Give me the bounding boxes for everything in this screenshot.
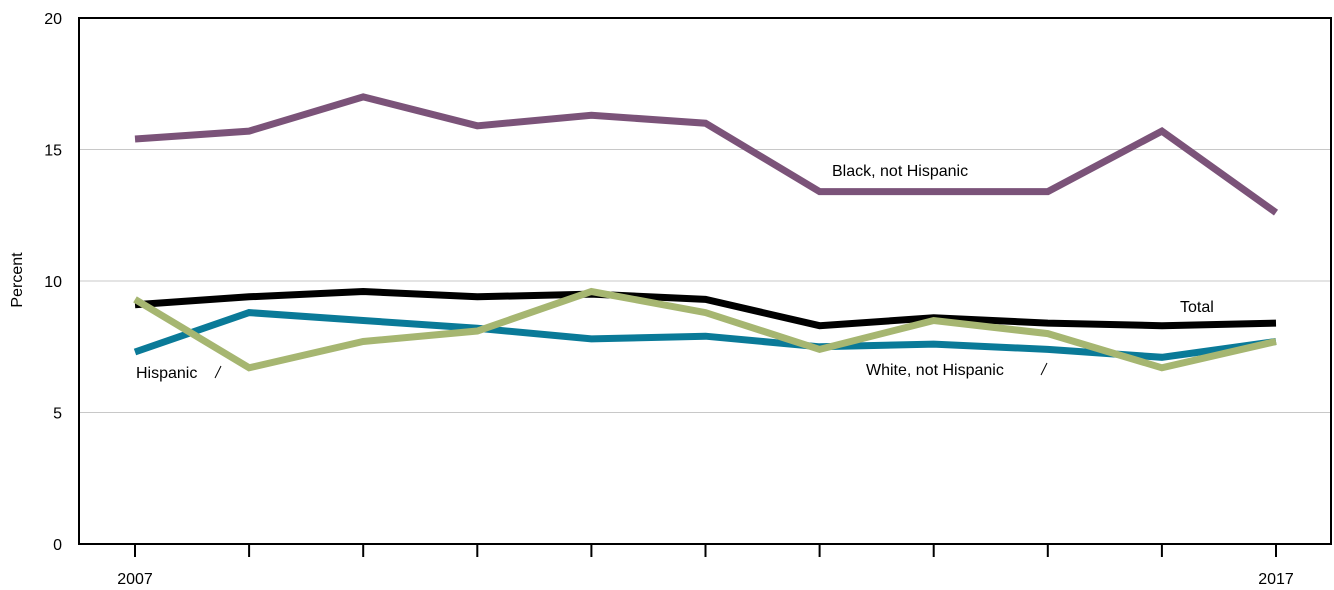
x-tick-label: 2017 (1258, 571, 1294, 588)
gridlines (79, 149, 1331, 413)
series-line-white-not-hispanic (133, 309, 1277, 361)
x-tick-label: 2007 (117, 571, 153, 588)
series-label-hispanic: Hispanic (136, 365, 197, 382)
y-axis-title: Percent (9, 252, 26, 308)
series-label-white-not-hispanic: White, not Hispanic (866, 362, 1004, 379)
y-tick-label: 10 (44, 274, 62, 291)
series-line-hispanic (133, 287, 1277, 372)
y-tick-label: 5 (53, 406, 62, 423)
series-line-total (134, 287, 1277, 330)
axes: 0 5 10 15 20 2007 2017 (44, 11, 1332, 588)
y-tick-label: 0 (53, 537, 62, 554)
y-tick-label: 20 (44, 11, 62, 28)
leader-line-white-not-hispanic (1040, 362, 1048, 376)
series-line-black-not-hispanic (134, 93, 1279, 216)
series-labels: Black, not Hispanic Total White, not His… (136, 163, 1214, 382)
series-label-total: Total (1180, 299, 1214, 316)
leader-line-hispanic (214, 365, 222, 379)
series-lines (133, 93, 1279, 372)
series-label-black-not-hispanic: Black, not Hispanic (832, 163, 968, 180)
y-tick-label: 15 (44, 143, 62, 160)
